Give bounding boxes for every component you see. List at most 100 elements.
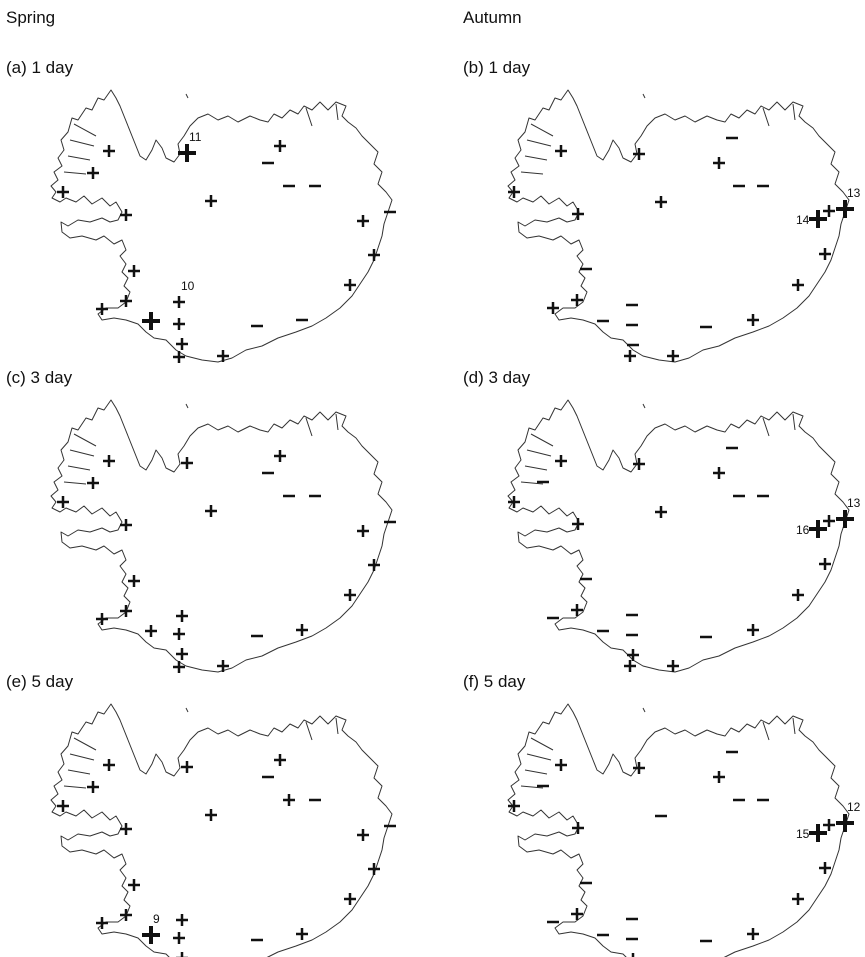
- fjord-detail: [521, 104, 795, 174]
- marker-count-label: 11: [189, 130, 202, 144]
- plus-marker: [87, 477, 99, 489]
- plus-marker: [655, 196, 667, 208]
- plus-marker: [57, 496, 69, 508]
- plus-marker: [823, 205, 835, 217]
- minus-marker: [537, 481, 549, 484]
- plus-marker: [627, 649, 639, 661]
- minus-marker: [626, 304, 638, 307]
- plus-marker: [128, 879, 140, 891]
- marker-count-label: 12: [847, 800, 861, 814]
- minus-marker: [309, 799, 321, 802]
- minus-marker: [757, 495, 769, 498]
- plus-marker: [296, 928, 308, 940]
- plus-marker: [572, 208, 584, 220]
- plus-marker: [142, 926, 160, 944]
- plus-marker: [173, 351, 185, 363]
- minus-marker: [547, 617, 559, 620]
- marker-count-label: 13: [847, 186, 861, 200]
- plus-marker: [633, 458, 645, 470]
- plus-marker: [344, 279, 356, 291]
- plus-marker: [368, 559, 380, 571]
- column-title-spring: Spring: [6, 8, 55, 28]
- plus-marker: [181, 761, 193, 773]
- plus-marker: [205, 809, 217, 821]
- minus-marker: [251, 325, 263, 328]
- plus-marker: [555, 759, 567, 771]
- panel-c: (c) 3 day: [6, 368, 426, 653]
- plus-marker: [176, 610, 188, 622]
- iceland-coastline: [51, 90, 392, 362]
- plus-marker: [368, 863, 380, 875]
- plus-marker: [128, 575, 140, 587]
- iceland-coastline: [51, 400, 392, 672]
- marker-count-label: 15: [796, 827, 810, 841]
- plus-marker: [173, 932, 185, 944]
- plus-marker: [344, 893, 356, 905]
- plus-marker: [283, 794, 295, 806]
- plus-marker: [96, 613, 108, 625]
- minus-marker: [733, 185, 745, 188]
- plus-marker: [836, 200, 854, 218]
- plus-marker: [667, 350, 679, 362]
- minus-marker: [580, 578, 592, 581]
- plus-marker: [624, 660, 636, 672]
- minus-marker: [700, 940, 712, 943]
- plus-marker: [217, 660, 229, 672]
- plus-marker: [357, 215, 369, 227]
- plus-marker: [173, 628, 185, 640]
- plus-marker: [809, 520, 827, 538]
- plus-marker: [747, 624, 759, 636]
- minus-marker: [626, 918, 638, 921]
- minus-marker: [384, 825, 396, 828]
- minus-marker: [626, 938, 638, 941]
- plus-marker: [571, 908, 583, 920]
- plus-marker: [142, 312, 160, 330]
- plus-marker: [836, 814, 854, 832]
- plus-marker: [205, 505, 217, 517]
- plus-marker: [713, 467, 725, 479]
- plus-marker: [633, 762, 645, 774]
- minus-marker: [726, 447, 738, 450]
- minus-marker: [700, 326, 712, 329]
- minus-marker: [597, 630, 609, 633]
- plus-marker: [296, 624, 308, 636]
- plus-marker: [176, 338, 188, 350]
- minus-marker: [580, 268, 592, 271]
- plus-marker: [747, 314, 759, 326]
- minus-marker: [251, 635, 263, 638]
- minus-marker: [597, 934, 609, 937]
- minus-marker: [283, 185, 295, 188]
- plus-marker: [176, 648, 188, 660]
- plus-marker: [181, 457, 193, 469]
- plus-marker: [357, 525, 369, 537]
- marker-count-label: 16: [796, 523, 810, 537]
- minus-marker: [384, 211, 396, 214]
- island-dot: [186, 404, 188, 408]
- minus-marker: [262, 776, 274, 779]
- plus-marker: [655, 506, 667, 518]
- plus-marker: [819, 862, 831, 874]
- plus-marker: [819, 558, 831, 570]
- plus-marker: [176, 952, 188, 957]
- plus-marker: [357, 829, 369, 841]
- plus-marker: [274, 140, 286, 152]
- minus-marker: [733, 495, 745, 498]
- minus-marker: [283, 495, 295, 498]
- panel-label: (d) 3 day: [463, 368, 530, 388]
- plus-marker: [128, 265, 140, 277]
- plus-marker: [713, 157, 725, 169]
- plus-marker: [555, 145, 567, 157]
- panel-label: (b) 1 day: [463, 58, 530, 78]
- minus-marker: [626, 324, 638, 327]
- plus-marker: [792, 893, 804, 905]
- plus-marker: [809, 824, 827, 842]
- plus-marker: [205, 195, 217, 207]
- plus-marker: [572, 518, 584, 530]
- panel-label: (e) 5 day: [6, 672, 73, 692]
- minus-marker: [626, 614, 638, 617]
- plus-marker: [809, 210, 827, 228]
